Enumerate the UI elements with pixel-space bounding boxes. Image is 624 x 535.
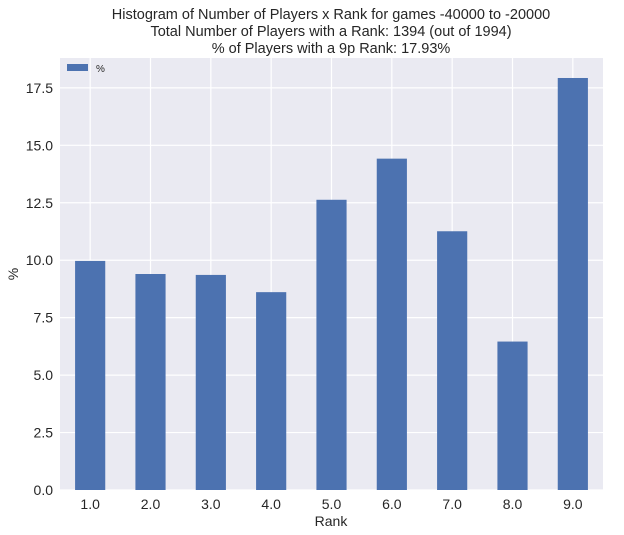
legend-swatch [67, 64, 88, 71]
y-tick-label: 12.5 [26, 195, 53, 211]
bars [75, 77, 588, 491]
y-tick-label: 2.5 [34, 425, 54, 441]
legend: % [67, 64, 105, 75]
legend-label: % [96, 64, 105, 75]
y-tick-label: 5.0 [34, 367, 54, 383]
y-tick-label: 15.0 [26, 137, 53, 153]
x-tick-label: 6.0 [382, 496, 402, 512]
bar-6.0 [376, 158, 407, 491]
bar-5.0 [316, 199, 347, 490]
chart-title-line-1: Histogram of Number of Players x Rank fo… [112, 7, 550, 23]
x-tick-label: 4.0 [261, 496, 281, 512]
chart-title-line-3: % of Players with a 9p Rank: 17.93% [212, 41, 451, 57]
bar-1.0 [75, 260, 106, 490]
bar-3.0 [195, 274, 226, 490]
y-tick-label: 0.0 [34, 482, 54, 498]
x-tick-label: 1.0 [80, 496, 100, 512]
bar-4.0 [256, 292, 287, 490]
x-tick-label: 5.0 [322, 496, 342, 512]
y-tick-label: 17.5 [26, 80, 53, 96]
x-tick-labels: 1.0 2.0 3.0 4.0 5.0 6.0 7.0 8.0 9.0 [80, 496, 582, 512]
y-tick-labels: 0.0 2.5 5.0 7.5 10.0 12.5 15.0 17.5 [26, 80, 53, 498]
y-tick-label: 7.5 [34, 310, 54, 326]
x-tick-label: 8.0 [503, 496, 523, 512]
bar-2.0 [135, 274, 166, 490]
x-tick-label: 2.0 [141, 496, 161, 512]
x-tick-label: 7.0 [442, 496, 462, 512]
bar-7.0 [437, 231, 468, 490]
y-tick-label: 10.0 [26, 252, 53, 268]
chart-title-line-2: Total Number of Players with a Rank: 139… [150, 24, 511, 40]
x-tick-label: 9.0 [563, 496, 583, 512]
y-axis-label: % [5, 268, 21, 280]
x-axis-label: Rank [315, 513, 349, 529]
bar-8.0 [497, 341, 528, 490]
x-tick-label: 3.0 [201, 496, 221, 512]
bar-9.0 [557, 77, 588, 490]
